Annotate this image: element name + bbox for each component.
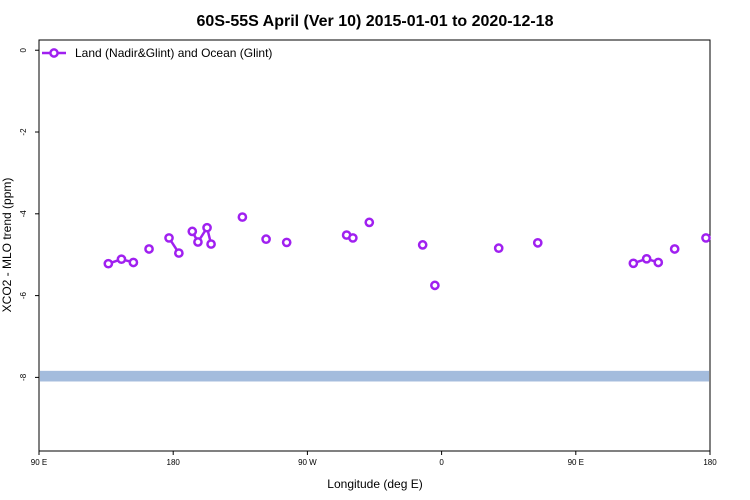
chart-title: 60S-55S April (Ver 10) 2015-01-01 to 202… [197, 13, 554, 30]
data-point [261, 234, 271, 245]
x-tick-label: 180 [703, 458, 717, 467]
x-tick-label: 90 W [298, 458, 317, 467]
y-tick-label: 0 [19, 47, 28, 52]
x-tick-label: 0 [439, 458, 444, 467]
data-point [116, 254, 127, 265]
data-point [653, 257, 664, 268]
data-point [187, 226, 198, 237]
data-point [628, 258, 639, 269]
x-tick-label: 90 E [568, 458, 584, 467]
data-point [701, 233, 711, 243]
data-point [174, 248, 184, 258]
data-point [202, 222, 212, 233]
data-point [281, 237, 292, 248]
data-point [164, 233, 174, 243]
x-tick-label: 180 [167, 458, 181, 467]
data-point [206, 239, 216, 249]
y-axis-label: XCO2 - MLO trend (ppm) [0, 178, 14, 313]
series-line [191, 224, 213, 245]
data-point [193, 237, 203, 247]
data-point [493, 243, 504, 254]
y-tick-label: -6 [19, 291, 28, 299]
data-point [348, 233, 358, 243]
data-point [103, 258, 114, 269]
data-point [144, 244, 154, 254]
x-axis: 90 E 180 90 W 0 90 E 180 [31, 451, 717, 467]
x-tick-label: 90 E [31, 458, 47, 467]
series-layer [103, 212, 711, 291]
y-tick-label: -2 [19, 128, 28, 136]
x-axis-label: Longitude (deg E) [327, 477, 422, 491]
legend-marker [49, 48, 59, 58]
legend-label: Land (Nadir&Glint) and Ocean (Glint) [75, 46, 272, 60]
y-tick-label: -4 [19, 210, 28, 218]
plot-frame [38, 39, 711, 452]
y-tick-label: -8 [19, 373, 28, 381]
legend: Land (Nadir&Glint) and Ocean (Glint) [42, 46, 272, 60]
data-point [430, 280, 440, 291]
data-point [237, 212, 248, 222]
reference-band [40, 370, 709, 382]
data-point [128, 257, 139, 268]
data-point [364, 217, 375, 228]
data-point [417, 240, 428, 250]
y-axis: 0 -2 -4 -6 -8 [19, 47, 39, 381]
data-point [669, 244, 680, 254]
data-point [641, 253, 652, 264]
data-point [532, 237, 543, 248]
